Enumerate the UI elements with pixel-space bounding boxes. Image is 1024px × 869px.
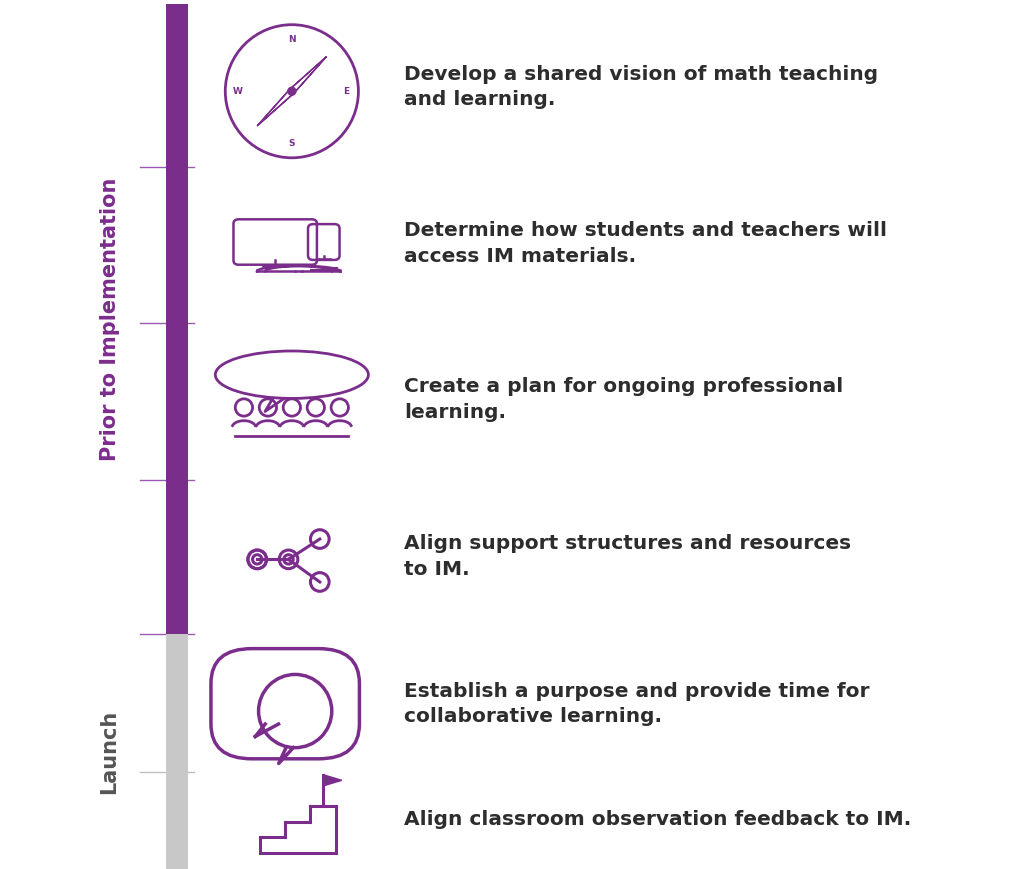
Polygon shape (288, 56, 327, 91)
Text: Prior to Implementation: Prior to Implementation (99, 177, 120, 461)
Text: E: E (343, 87, 349, 96)
Bar (166, 4, 188, 634)
Text: Create a plan for ongoing professional
learning.: Create a plan for ongoing professional l… (404, 377, 844, 422)
Text: Align classroom observation feedback to IM.: Align classroom observation feedback to … (404, 810, 911, 829)
Text: W: W (232, 87, 243, 96)
Bar (166, 634, 188, 869)
Text: Establish a purpose and provide time for
collaborative learning.: Establish a purpose and provide time for… (404, 681, 870, 726)
Text: Launch: Launch (99, 710, 120, 793)
Text: Align support structures and resources
to IM.: Align support structures and resources t… (404, 534, 852, 579)
Polygon shape (257, 87, 292, 126)
Text: Develop a shared vision of math teaching
and learning.: Develop a shared vision of math teaching… (404, 64, 879, 109)
Ellipse shape (288, 87, 296, 96)
Text: N: N (288, 35, 296, 43)
Polygon shape (257, 91, 296, 126)
Text: S: S (289, 139, 295, 148)
Text: Determine how students and teachers will
access IM materials.: Determine how students and teachers will… (404, 221, 888, 266)
Polygon shape (324, 774, 342, 786)
Polygon shape (292, 56, 327, 96)
